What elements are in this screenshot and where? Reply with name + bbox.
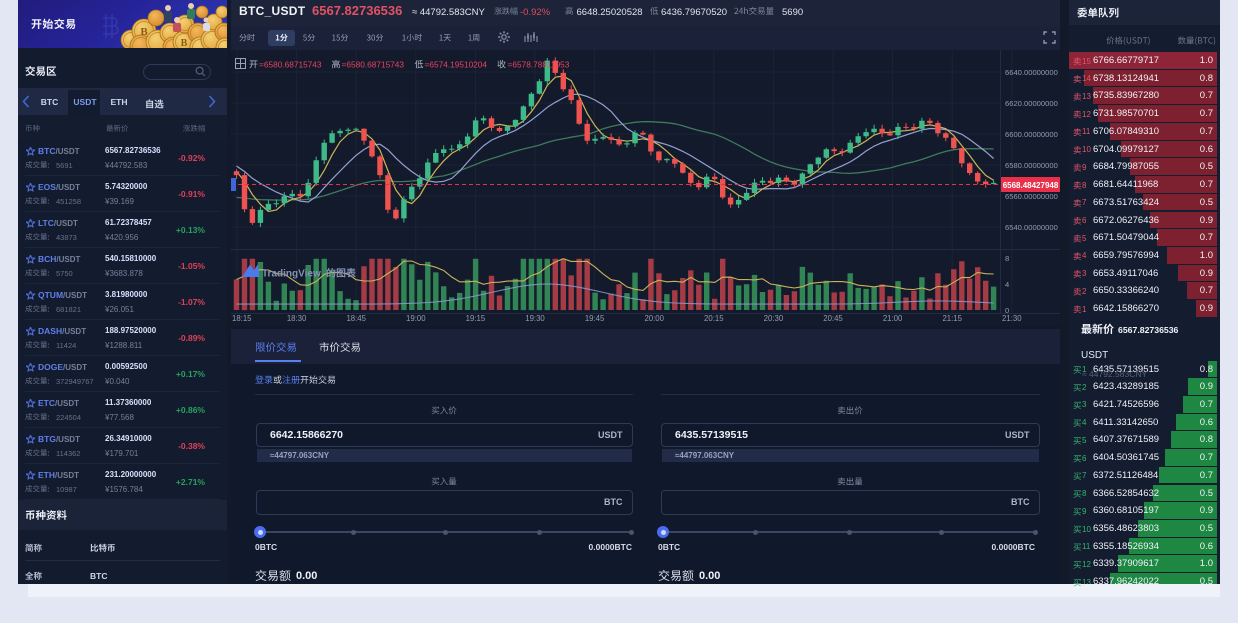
svg-text:20:45: 20:45 xyxy=(823,314,843,323)
svg-text:21:15: 21:15 xyxy=(942,314,962,323)
svg-text:B: B xyxy=(181,38,188,48)
svg-text:6568.48427948: 6568.48427948 xyxy=(1003,181,1059,190)
svg-text:19:15: 19:15 xyxy=(466,314,486,323)
svg-text:6640.00000000: 6640.00000000 xyxy=(1005,68,1058,77)
svg-text:6540.00000000: 6540.00000000 xyxy=(1005,223,1058,232)
svg-text:20:15: 20:15 xyxy=(704,314,724,323)
svg-text:19:30: 19:30 xyxy=(525,314,545,323)
svg-text:18:45: 18:45 xyxy=(346,314,366,323)
svg-text:21:30: 21:30 xyxy=(1002,314,1022,323)
svg-text:=6580.68715743=6580.68715743=6: =6580.68715743 =6580.68715743 =6574.195102… xyxy=(259,60,570,70)
svg-text:6560.00000000: 6560.00000000 xyxy=(1005,192,1058,201)
svg-text:6620.00000000: 6620.00000000 xyxy=(1005,99,1058,108)
svg-text:20:00: 20:00 xyxy=(644,314,664,323)
svg-text:0: 0 xyxy=(1005,306,1009,315)
svg-text:20:30: 20:30 xyxy=(764,314,784,323)
svg-text:19:00: 19:00 xyxy=(406,314,426,323)
svg-text:21:00: 21:00 xyxy=(883,314,903,323)
svg-text:6580.00000000: 6580.00000000 xyxy=(1005,161,1058,170)
svg-text:TradingView: TradingView xyxy=(262,269,321,280)
svg-text:18:30: 18:30 xyxy=(287,314,307,323)
svg-text:18:15: 18:15 xyxy=(232,314,252,323)
svg-text:19:45: 19:45 xyxy=(585,314,605,323)
svg-text:B: B xyxy=(140,26,148,38)
svg-text:8: 8 xyxy=(1005,254,1009,263)
svg-text:6600.00000000: 6600.00000000 xyxy=(1005,130,1058,139)
svg-text:4: 4 xyxy=(1005,280,1009,289)
